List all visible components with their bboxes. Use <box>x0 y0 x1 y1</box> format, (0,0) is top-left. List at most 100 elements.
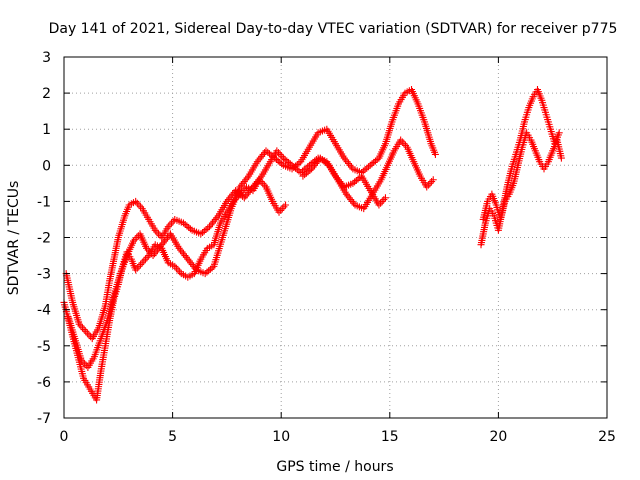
data-point <box>426 179 434 187</box>
y-tick-label: -4 <box>37 303 51 319</box>
y-tick-label: 0 <box>42 158 51 174</box>
data-point <box>154 230 162 238</box>
data-point <box>400 140 408 148</box>
data-point <box>82 327 90 335</box>
data-point <box>316 154 324 162</box>
data-point <box>370 158 378 166</box>
data-point <box>290 163 298 171</box>
data-point <box>380 196 388 204</box>
data-point <box>138 259 146 267</box>
data-point <box>349 179 357 187</box>
y-tick-label: -2 <box>37 231 51 247</box>
y-axis-label: SDTVAR / TECUs <box>6 181 22 296</box>
data-point <box>356 174 364 182</box>
data-point <box>378 197 386 205</box>
data-point <box>282 201 290 209</box>
data-point <box>299 172 307 180</box>
data-point <box>179 219 187 227</box>
y-tick-label: 3 <box>42 50 51 66</box>
data-point <box>269 153 277 161</box>
data-point <box>322 158 330 166</box>
data-point <box>428 178 436 186</box>
data-point <box>301 171 309 179</box>
data-points <box>60 85 565 404</box>
data-point <box>361 166 369 174</box>
data-point <box>366 161 374 169</box>
data-point <box>320 157 328 165</box>
data-point <box>292 162 300 170</box>
grid-lines <box>64 57 607 418</box>
data-point <box>323 160 331 168</box>
data-point <box>208 264 216 272</box>
plot-frame <box>63 56 608 419</box>
data-point <box>206 265 214 273</box>
data-point <box>172 264 180 272</box>
data-point <box>371 157 379 165</box>
data-point <box>271 154 279 162</box>
data-point <box>365 163 373 171</box>
data-point <box>352 176 360 184</box>
data-point <box>276 150 284 158</box>
data-point <box>431 150 439 158</box>
y-tick-label: 2 <box>42 86 51 102</box>
data-point <box>359 167 367 175</box>
data-point <box>274 157 282 165</box>
data-point <box>555 129 563 137</box>
data-point <box>293 161 301 169</box>
data-point <box>278 205 286 213</box>
series-track-f <box>479 129 565 223</box>
data-point <box>264 148 272 156</box>
data-point <box>265 150 273 158</box>
y-tick-label: 1 <box>42 122 51 138</box>
data-point <box>176 268 184 276</box>
data-point <box>368 160 376 168</box>
data-point <box>281 156 289 164</box>
x-tick-label: 5 <box>168 429 177 445</box>
series-track-c <box>64 85 439 371</box>
data-point <box>306 166 314 174</box>
data-point <box>354 175 362 183</box>
series-track-b <box>62 147 389 343</box>
data-point <box>276 158 284 166</box>
data-point <box>186 225 194 233</box>
x-tick-label: 15 <box>381 429 399 445</box>
y-tick-label: -6 <box>37 375 51 391</box>
data-point <box>181 221 189 229</box>
data-point <box>304 168 312 176</box>
data-point <box>262 147 270 155</box>
y-tick-label: -1 <box>37 194 51 210</box>
data-point <box>295 159 303 167</box>
data-point <box>200 227 208 235</box>
data-point <box>429 176 437 184</box>
data-point <box>183 222 191 230</box>
x-tick-label: 20 <box>489 429 507 445</box>
y-tick-label: -7 <box>37 411 51 427</box>
data-point <box>297 169 305 177</box>
data-point <box>201 270 209 278</box>
data-point <box>278 152 286 160</box>
data-point <box>137 261 145 269</box>
data-point <box>140 257 148 265</box>
data-point <box>318 156 326 164</box>
data-point <box>557 154 565 162</box>
data-point <box>185 223 193 231</box>
y-tick-label: -3 <box>37 267 51 283</box>
data-point <box>133 199 141 207</box>
data-point <box>197 230 205 238</box>
data-point <box>237 191 245 199</box>
x-axis-label: GPS time / hours <box>276 459 393 475</box>
data-point <box>203 268 211 276</box>
series-track-a <box>60 176 290 404</box>
data-point <box>78 324 86 332</box>
data-point <box>204 224 212 232</box>
data-point <box>141 255 149 263</box>
data-point <box>302 169 310 177</box>
data-point <box>199 228 207 236</box>
data-point <box>381 194 389 202</box>
data-point <box>358 169 366 177</box>
data-point <box>202 226 210 234</box>
data-point <box>278 160 286 168</box>
data-point <box>85 331 93 339</box>
x-tick-label: 10 <box>272 429 290 445</box>
